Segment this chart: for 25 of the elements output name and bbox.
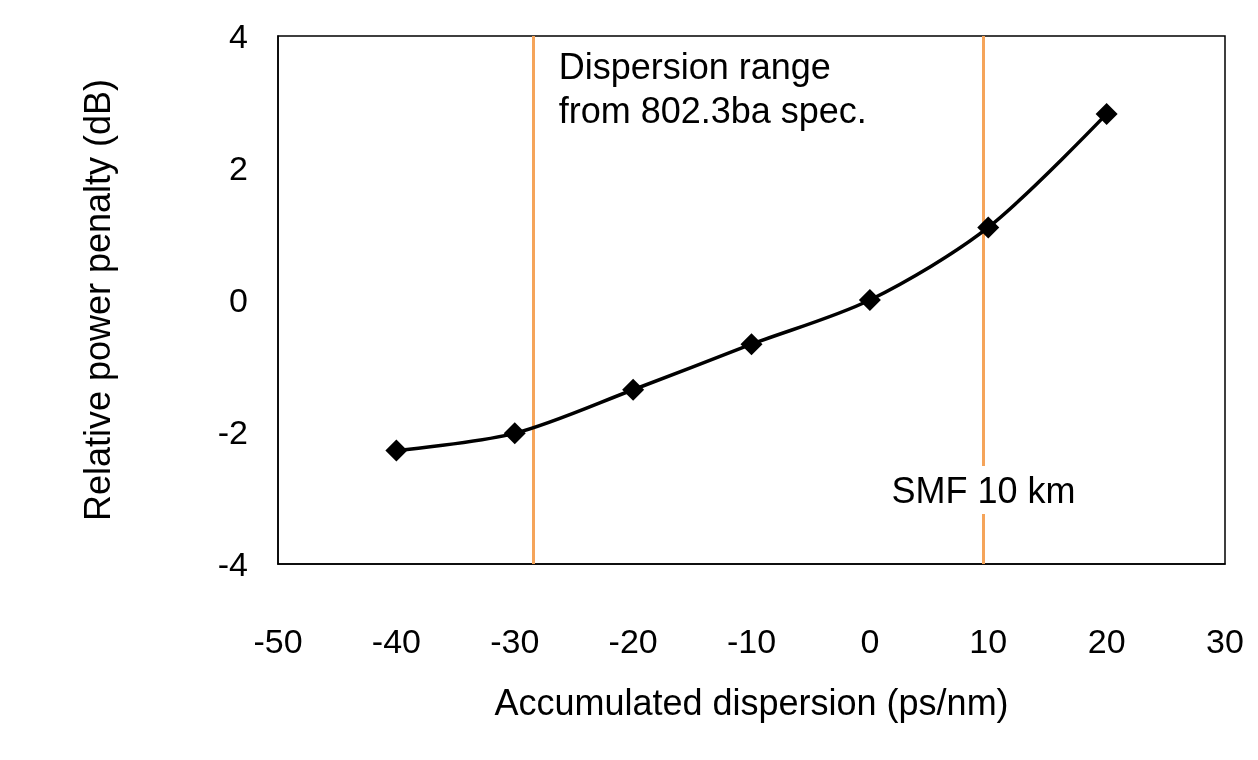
y-tick-label: 4: [229, 17, 248, 55]
y-tick-label: 2: [229, 149, 248, 187]
y-tick-label: -2: [217, 413, 248, 451]
x-tick-label: -10: [726, 622, 777, 660]
point: [622, 378, 645, 401]
x-tick-label: -50: [253, 622, 303, 660]
x-tick-label: 20: [1087, 622, 1126, 660]
point: [740, 333, 763, 356]
x-tick-label: 30: [1206, 622, 1244, 660]
x-tick-label: -30: [490, 622, 540, 660]
y-axis-title: Relative power penalty (dB): [76, 78, 118, 522]
point: [858, 289, 881, 311]
ref-line-label: SMF 10 km: [891, 469, 1076, 511]
x-tick-label: 10: [969, 622, 1008, 660]
x-tick-label: -40: [371, 622, 421, 660]
point: [385, 439, 408, 462]
ref-line-label: Dispersion range from 802.3ba spec.: [558, 45, 867, 131]
x-tick-label: 0: [860, 622, 880, 660]
point: [1095, 102, 1118, 125]
x-tick-label: -20: [608, 622, 658, 660]
point: [503, 422, 526, 445]
x-axis-title: Accumulated dispersion (ps/nm): [494, 681, 1009, 723]
y-tick-label: -4: [217, 545, 248, 583]
point: [977, 216, 1000, 239]
y-tick-label: 0: [229, 281, 248, 319]
